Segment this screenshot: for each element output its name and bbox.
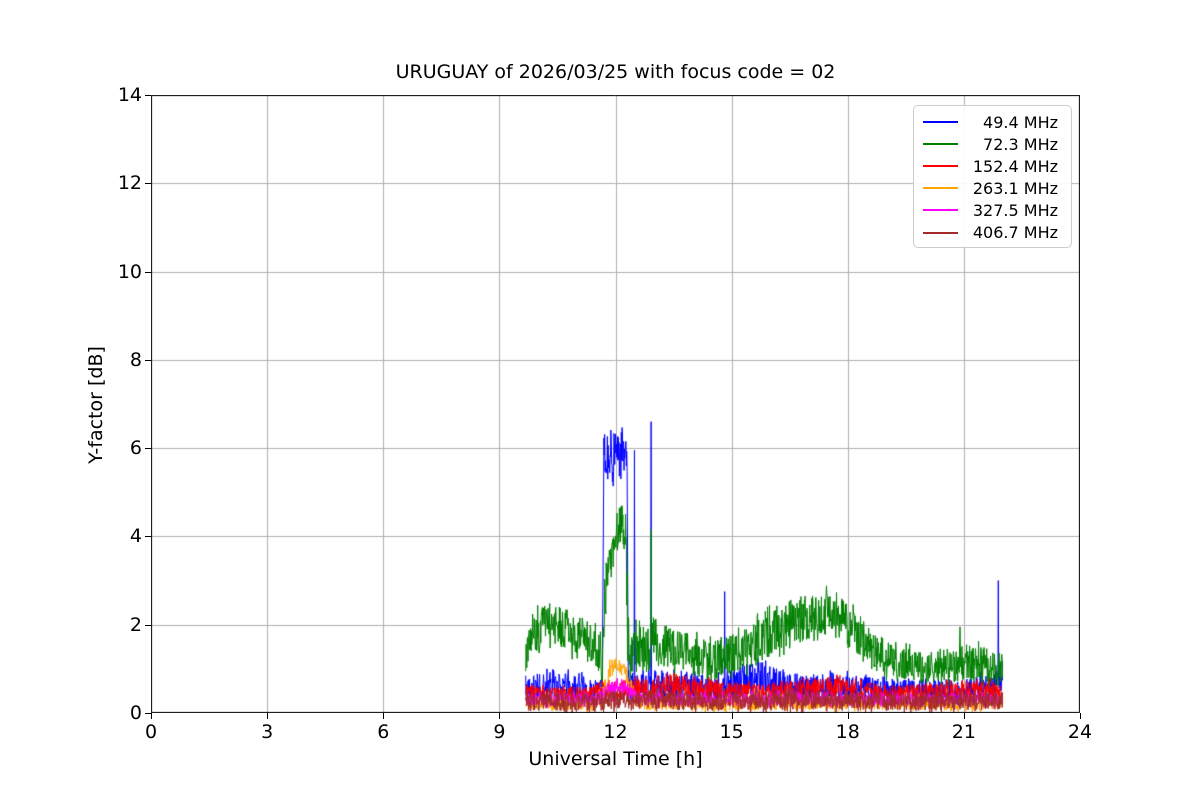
legend-item: 152.4 MHz	[914, 155, 1071, 177]
legend: 49.4 MHz 72.3 MHz 152.4 MHz 263.1 MHz 327.5 …	[913, 105, 1072, 248]
legend-label: 152.4 MHz	[972, 156, 1058, 176]
legend-swatch	[923, 231, 958, 234]
x-tick-mark	[847, 713, 849, 719]
x-tick-mark	[615, 713, 617, 719]
x-tick-mark	[499, 713, 501, 719]
y-tick-label: 12	[117, 172, 142, 195]
legend-swatch	[923, 187, 958, 190]
x-tick-label: 21	[951, 721, 976, 743]
x-tick-mark	[267, 713, 269, 719]
x-tick-label: 12	[603, 721, 628, 743]
x-tick-label: 3	[261, 721, 274, 743]
legend-item: 406.7 MHz	[914, 221, 1071, 243]
x-tick-label: 24	[1067, 721, 1093, 743]
y-tick-label: 0	[129, 702, 142, 724]
y-tick-mark	[145, 536, 151, 538]
y-tick-mark	[145, 448, 151, 450]
x-tick-label: 18	[835, 721, 860, 743]
y-tick-label: 2	[129, 613, 142, 636]
legend-label: 327.5 MHz	[972, 200, 1058, 220]
y-tick-label: 10	[117, 260, 142, 283]
x-tick-label: 0	[144, 721, 158, 743]
legend-label: 49.4 MHz	[983, 112, 1058, 132]
y-tick-mark	[145, 624, 151, 626]
x-tick-mark	[383, 713, 385, 719]
y-tick-label: 8	[129, 348, 142, 371]
legend-item: 327.5 MHz	[914, 199, 1071, 221]
x-axis-label: Universal Time [h]	[528, 748, 703, 770]
legend-label: 406.7 MHz	[972, 223, 1058, 243]
legend-label: 72.3 MHz	[983, 134, 1058, 154]
x-tick-label: 9	[493, 721, 506, 743]
legend-swatch	[923, 209, 958, 212]
y-tick-mark	[145, 359, 151, 361]
chart-title: URUGUAY of 2026/03/25 with focus code = …	[395, 61, 836, 83]
legend-item: 72.3 MHz	[914, 133, 1071, 155]
y-tick-mark	[145, 95, 151, 96]
y-tick-label: 6	[129, 437, 142, 460]
y-axis-label: Y-factor [dB]	[85, 346, 107, 464]
x-tick-mark	[151, 713, 152, 719]
legend-item: 263.1 MHz	[914, 177, 1071, 199]
legend-label: 263.1 MHz	[972, 178, 1058, 198]
x-tick-mark	[963, 713, 965, 719]
x-tick-mark	[731, 713, 733, 719]
y-tick-label: 14	[117, 84, 142, 106]
y-tick-mark	[145, 183, 151, 185]
x-tick-label: 15	[719, 721, 744, 743]
x-tick-label: 6	[377, 721, 390, 743]
legend-swatch	[923, 143, 958, 146]
legend-item: 49.4 MHz	[914, 111, 1071, 133]
x-tick-mark	[1080, 713, 1081, 719]
y-tick-label: 4	[129, 525, 142, 548]
legend-swatch	[923, 165, 958, 168]
legend-swatch	[923, 121, 958, 124]
y-tick-mark	[145, 713, 151, 714]
y-tick-mark	[145, 271, 151, 273]
